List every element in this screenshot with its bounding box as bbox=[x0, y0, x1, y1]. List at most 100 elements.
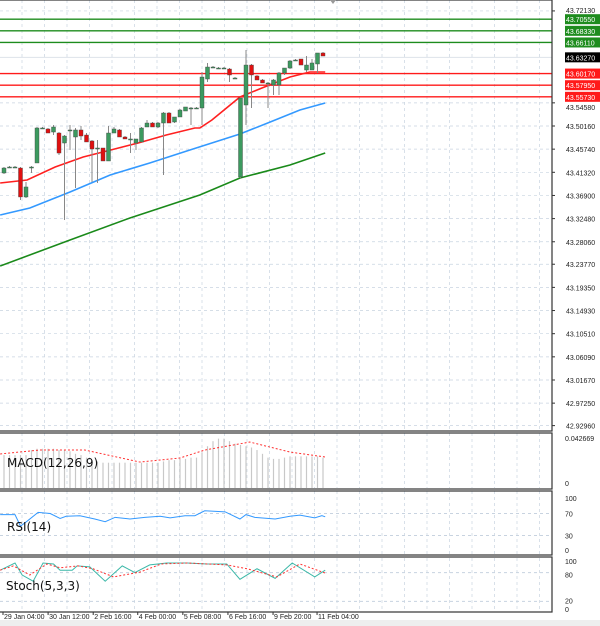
level-label-box bbox=[565, 37, 600, 48]
rsi-label: RSI(14) bbox=[7, 520, 51, 534]
candle-bear bbox=[227, 68, 232, 76]
macd-bar bbox=[212, 441, 214, 488]
price-tick-label: 43.50160 bbox=[566, 124, 595, 131]
moving-average-line bbox=[0, 102, 326, 216]
macd-bar bbox=[267, 457, 269, 488]
shift-marker-icon bbox=[330, 0, 336, 4]
macd-bar bbox=[184, 458, 187, 488]
macd-bar bbox=[14, 455, 16, 488]
macd-bar bbox=[245, 446, 247, 488]
macd-bar bbox=[8, 455, 11, 488]
candle-bull bbox=[309, 62, 315, 71]
macd-bar bbox=[157, 462, 159, 488]
level-label-box bbox=[565, 68, 600, 79]
macd-bar bbox=[96, 461, 99, 488]
price-tick-label: 42.92960 bbox=[566, 424, 595, 431]
level-label-box bbox=[565, 80, 600, 91]
candle-bear bbox=[298, 58, 304, 66]
macd-bar bbox=[250, 447, 253, 488]
candle-bull bbox=[221, 67, 227, 70]
candle-bull bbox=[276, 72, 282, 86]
price-axis[interactable]: 43.72130 43.54580 43.50160 43.45740 43.41320… bbox=[552, 8, 600, 614]
candle-bear bbox=[260, 79, 265, 84]
candle-bull bbox=[161, 112, 166, 124]
level-label: 43.60170 bbox=[566, 72, 595, 79]
candle-bear bbox=[84, 134, 89, 143]
candle-bull bbox=[282, 67, 287, 74]
candle-bull bbox=[205, 66, 210, 80]
candle-bear bbox=[320, 52, 326, 57]
macd-max-label: 0.042669 bbox=[565, 436, 594, 443]
panel-frame bbox=[0, 0, 553, 432]
candle-bull bbox=[95, 147, 100, 150]
level-label: 43.70550 bbox=[566, 17, 595, 24]
macd-bar bbox=[113, 462, 115, 488]
price-tick-label: 43.28060 bbox=[566, 240, 595, 247]
macd-bar bbox=[228, 441, 231, 488]
candle-bull bbox=[40, 127, 45, 130]
time-tick-label: 29 Jan 04:00 bbox=[4, 614, 45, 620]
macd-bar bbox=[261, 453, 264, 488]
macd-bar bbox=[201, 452, 203, 488]
macd-bar bbox=[294, 456, 297, 488]
time-tick-label: 11 Feb 04:00 bbox=[318, 614, 359, 620]
candle-bull bbox=[144, 122, 150, 128]
macd-bar bbox=[195, 457, 198, 488]
candle-bear bbox=[78, 129, 84, 137]
level-label: 43.66110 bbox=[566, 40, 595, 47]
candle-bull bbox=[232, 77, 238, 80]
candle-bear bbox=[56, 132, 62, 154]
candle-bull bbox=[210, 66, 216, 69]
stoch-main-line bbox=[0, 562, 326, 582]
macd-bar bbox=[85, 457, 88, 488]
macd-bar bbox=[272, 458, 275, 488]
macd-bar bbox=[300, 456, 302, 488]
time-tick-label: 9 Feb 20:00 bbox=[274, 614, 311, 620]
panel-frame bbox=[0, 556, 553, 613]
macd-bar bbox=[19, 455, 22, 488]
macd-bar bbox=[30, 450, 33, 488]
candle-bear bbox=[45, 128, 51, 134]
candles bbox=[1, 49, 326, 220]
macd-bar bbox=[239, 444, 242, 488]
level-label-box bbox=[565, 91, 600, 102]
candle-bull bbox=[51, 126, 56, 133]
level-label-box bbox=[565, 14, 600, 25]
candle-bull bbox=[243, 64, 249, 106]
macd-bar bbox=[162, 461, 165, 488]
time-tick-label: 30 Jan 12:00 bbox=[49, 614, 90, 620]
price-tick-label: 43.14930 bbox=[566, 309, 595, 316]
candle-bull bbox=[315, 52, 320, 65]
price-tick-label: 43.32480 bbox=[566, 217, 595, 224]
candle-bull bbox=[155, 122, 161, 128]
grid bbox=[0, 0, 552, 611]
macd-bar bbox=[190, 457, 192, 488]
macd-bar bbox=[52, 448, 55, 488]
level-label: 43.57950 bbox=[566, 83, 595, 90]
moving-average-line bbox=[0, 152, 326, 267]
rsi-tick-label: 100 bbox=[565, 496, 577, 503]
macd-bar bbox=[118, 462, 121, 488]
rsi-line bbox=[0, 510, 326, 527]
macd-label: MACD(12,26,9) bbox=[7, 456, 98, 470]
candle-bull bbox=[7, 166, 12, 169]
macd-bar bbox=[124, 462, 126, 488]
macd-bar bbox=[311, 456, 313, 488]
stoch-panel bbox=[0, 562, 552, 602]
macd-bar bbox=[80, 455, 82, 488]
price-tick-label: 43.36900 bbox=[566, 193, 595, 200]
level-label-box bbox=[565, 25, 600, 36]
time-axis[interactable]: 29 Jan 04:00 30 Jan 12:00 2 Feb 16:00 4 Feb… bbox=[2, 612, 359, 620]
macd-bar bbox=[206, 446, 209, 488]
candle-bull bbox=[271, 79, 276, 86]
macd-bar bbox=[74, 453, 77, 488]
stoch-tick-label: 0 bbox=[565, 607, 569, 614]
price-tick-label: 43.23770 bbox=[566, 262, 595, 269]
candle-bull bbox=[106, 132, 111, 162]
candle-bear bbox=[100, 147, 106, 162]
macd-bar bbox=[256, 450, 258, 488]
macd-bar bbox=[102, 462, 104, 488]
candle-bull bbox=[188, 107, 194, 110]
macd-bar bbox=[234, 443, 236, 488]
